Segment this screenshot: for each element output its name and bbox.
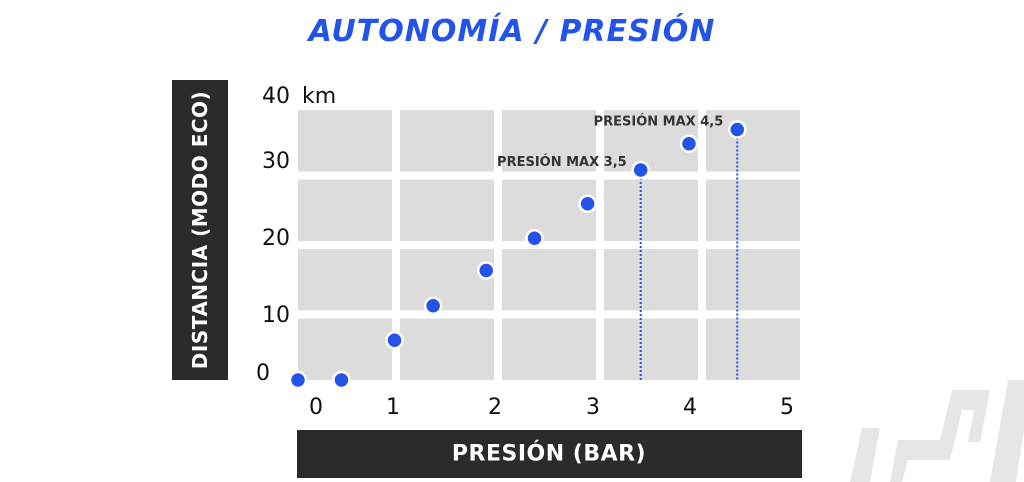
y-tick-label: 10 <box>262 303 290 328</box>
y-axis-label-box <box>172 80 228 380</box>
x-tick-label: 0 <box>309 395 323 420</box>
grid-cell <box>706 318 800 380</box>
grid-cell <box>706 179 800 241</box>
data-point <box>679 134 699 153</box>
grid-cell <box>400 249 494 311</box>
grid-cell <box>502 179 596 241</box>
grid-cell <box>400 318 494 380</box>
x-axis-label: PRESIÓN (BAR) <box>451 441 647 467</box>
grid-cell <box>502 110 596 172</box>
grid-cell <box>400 179 494 241</box>
x-tick-label: 5 <box>780 395 794 420</box>
x-axis-label-box <box>297 430 802 478</box>
annotation-label: PRESIÓN MAX 3,5 <box>497 154 627 170</box>
grid-cell <box>502 249 596 311</box>
x-tick-label: 3 <box>586 395 600 420</box>
grid-cell <box>604 179 698 241</box>
grid-cell <box>298 318 392 380</box>
y-tick-label: 40 <box>262 84 290 109</box>
grid-cell <box>298 110 392 172</box>
grid-cell <box>604 318 698 380</box>
y-tick-label: 0 <box>256 361 270 386</box>
x-tick-label: 1 <box>386 395 400 420</box>
grid-cell <box>400 110 494 172</box>
x-tick-label: 4 <box>683 395 697 420</box>
data-point <box>728 120 747 139</box>
data-point <box>578 194 597 213</box>
data-point <box>288 370 308 390</box>
data-point <box>385 331 404 350</box>
y-tick-label: 30 <box>262 149 290 174</box>
x-tick-label: 2 <box>488 395 502 420</box>
grid-cell <box>502 318 596 380</box>
y-unit-label: km <box>302 84 336 109</box>
data-point <box>525 229 544 248</box>
brand-logo-icon <box>850 380 1024 482</box>
data-point <box>477 261 496 280</box>
grid-cell <box>706 110 800 172</box>
annotation-label: PRESIÓN MAX 4,5 <box>594 114 724 130</box>
y-tick-label: 20 <box>262 226 290 251</box>
chart-title: AUTONOMÍA / PRESIÓN <box>308 14 716 49</box>
grid-cell <box>706 249 800 311</box>
data-point <box>423 296 443 315</box>
grid-cell <box>298 249 392 311</box>
data-point <box>631 160 650 180</box>
grid-cell <box>298 179 392 241</box>
data-point <box>332 370 351 390</box>
grid-cell <box>604 249 698 311</box>
